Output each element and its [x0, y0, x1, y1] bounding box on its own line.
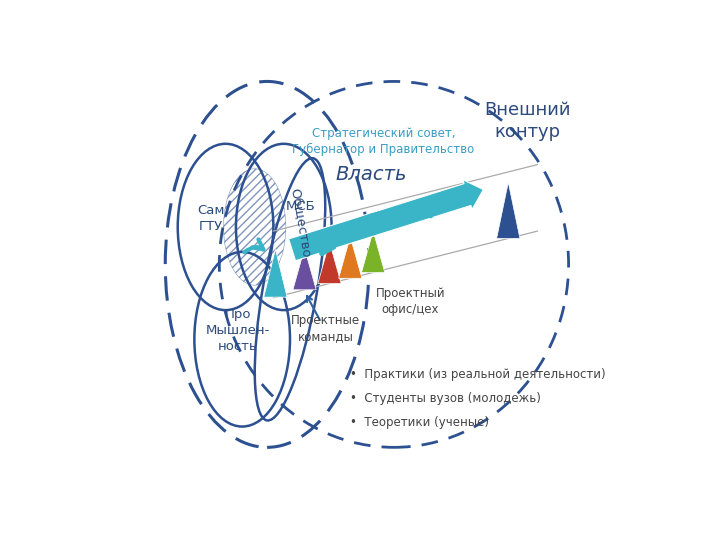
FancyArrowPatch shape	[322, 212, 431, 253]
Text: Про
Мышлен-
ность: Про Мышлен- ность	[206, 308, 270, 353]
Text: МСБ: МСБ	[286, 200, 315, 213]
Text: Стратегический совет,
Губернатор и Правительство: Стратегический совет, Губернатор и Прави…	[292, 127, 474, 156]
Polygon shape	[293, 248, 316, 290]
Polygon shape	[338, 237, 362, 278]
Polygon shape	[361, 231, 384, 273]
Polygon shape	[318, 242, 341, 284]
FancyArrowPatch shape	[244, 239, 264, 252]
Text: Общество: Общество	[288, 187, 313, 259]
Text: •  Студенты вузов (молодежь): • Студенты вузов (молодежь)	[351, 392, 541, 405]
Text: Внешний
контур: Внешний контур	[484, 101, 570, 141]
Text: Проектные
команды: Проектные команды	[291, 314, 360, 343]
Text: Сам
ГТУ: Сам ГТУ	[197, 204, 225, 233]
Polygon shape	[264, 249, 287, 297]
Text: Власть: Власть	[336, 165, 407, 185]
Polygon shape	[497, 183, 520, 239]
Text: •  Практики (из реальной деятельности): • Практики (из реальной деятельности)	[351, 368, 606, 381]
Text: •  Теоретики (ученые): • Теоретики (ученые)	[351, 416, 490, 429]
Polygon shape	[289, 180, 483, 261]
Text: Проектный
офис/цех: Проектный офис/цех	[376, 287, 446, 316]
